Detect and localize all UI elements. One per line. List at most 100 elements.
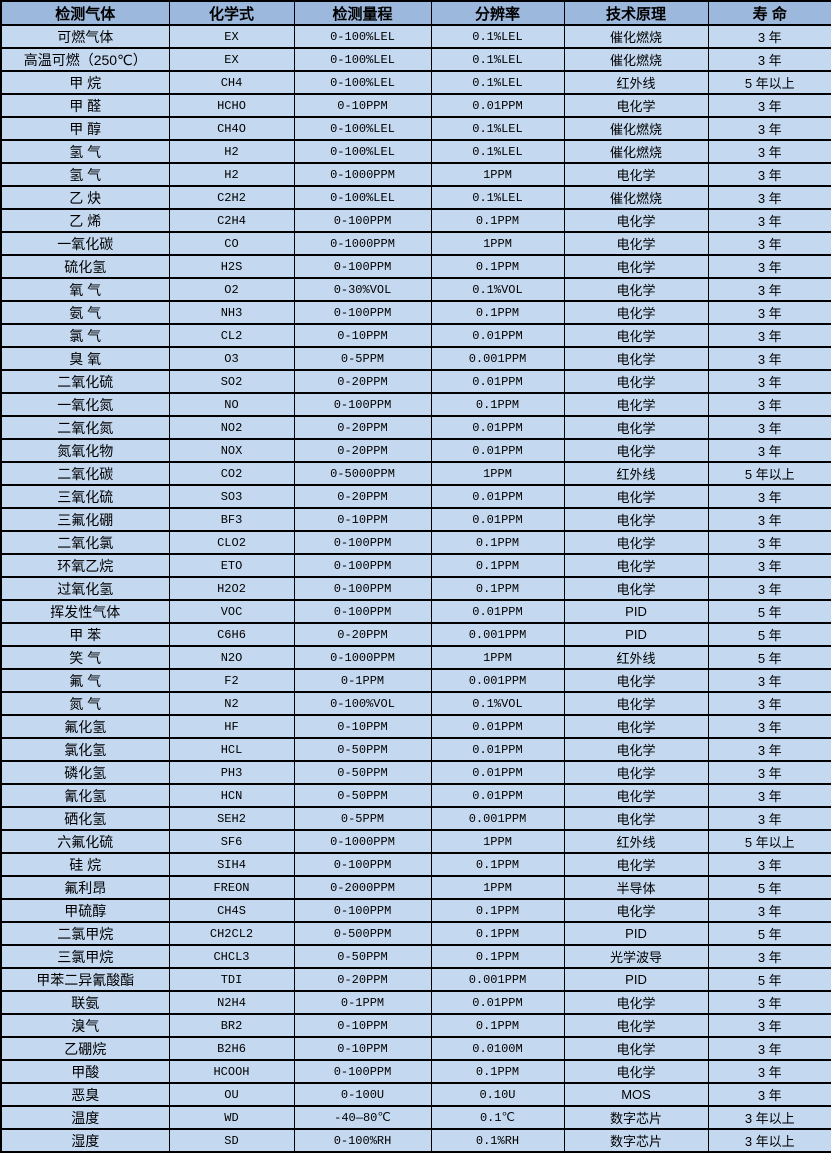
cell-range: 0-10PPM: [293, 714, 432, 739]
cell-resolution: 0.1%VOL: [430, 277, 565, 302]
cell-resolution: 0.1PPM: [430, 1059, 565, 1084]
cell-resolution: 0.1℃: [430, 1105, 565, 1130]
cell-formula: HCL: [168, 737, 295, 762]
cell-gas: 甲 烷: [0, 70, 170, 95]
column-header-resolution: 分辨率: [430, 0, 565, 26]
cell-range: 0-50PPM: [293, 783, 432, 808]
cell-lifespan: 5 年: [707, 921, 831, 946]
cell-principle: 电化学: [563, 668, 709, 693]
cell-range: 0-20PPM: [293, 369, 432, 394]
cell-principle: 电化学: [563, 852, 709, 877]
table-row: 甲酸 HCOOH 0-100PPM 0.1PPM 电化学 3 年: [0, 1059, 831, 1084]
cell-range: 0-100%LEL: [293, 116, 432, 141]
cell-resolution: 0.001PPM: [430, 967, 565, 992]
cell-range: 0-100PPM: [293, 898, 432, 923]
cell-principle: 电化学: [563, 783, 709, 808]
cell-resolution: 0.1%VOL: [430, 691, 565, 716]
cell-principle: 电化学: [563, 231, 709, 256]
cell-gas: 一氧化氮: [0, 392, 170, 417]
table-row: 可燃气体 EX 0-100%LEL 0.1%LEL 催化燃烧 3 年: [0, 24, 831, 49]
cell-range: 0-10PPM: [293, 507, 432, 532]
cell-range: 0-100%RH: [293, 1128, 432, 1153]
cell-principle: 电化学: [563, 300, 709, 325]
cell-formula: EX: [168, 24, 295, 49]
cell-lifespan: 3 年: [707, 300, 831, 325]
table-row: 溴气 BR2 0-10PPM 0.1PPM 电化学 3 年: [0, 1013, 831, 1038]
table-row: 氨 气 NH3 0-100PPM 0.1PPM 电化学 3 年: [0, 300, 831, 325]
cell-lifespan: 3 年: [707, 231, 831, 256]
cell-gas: 温度: [0, 1105, 170, 1130]
cell-principle: 电化学: [563, 93, 709, 118]
cell-gas: 二氧化碳: [0, 461, 170, 486]
cell-formula: C6H6: [168, 622, 295, 647]
cell-formula: HCOOH: [168, 1059, 295, 1084]
cell-formula: HF: [168, 714, 295, 739]
cell-principle: 数字芯片: [563, 1105, 709, 1130]
cell-lifespan: 3 年: [707, 208, 831, 233]
cell-gas: 氟利昂: [0, 875, 170, 900]
cell-principle: 催化燃烧: [563, 47, 709, 72]
cell-lifespan: 3 年: [707, 944, 831, 969]
cell-range: 0-500PPM: [293, 921, 432, 946]
cell-gas: 氧 气: [0, 277, 170, 302]
cell-lifespan: 3 年: [707, 277, 831, 302]
cell-principle: 电化学: [563, 530, 709, 555]
table-row: 氧 气 O2 0-30%VOL 0.1%VOL 电化学 3 年: [0, 277, 831, 302]
cell-formula: SD: [168, 1128, 295, 1153]
table-row: 二氧化氮 NO2 0-20PPM 0.01PPM 电化学 3 年: [0, 415, 831, 440]
cell-range: 0-10PPM: [293, 323, 432, 348]
cell-principle: MOS: [563, 1082, 709, 1107]
cell-gas: 氨 气: [0, 300, 170, 325]
cell-resolution: 1PPM: [430, 875, 565, 900]
cell-range: 0-100U: [293, 1082, 432, 1107]
cell-principle: 电化学: [563, 346, 709, 371]
table-row: 甲 烷 CH4 0-100%LEL 0.1%LEL 红外线 5 年以上: [0, 70, 831, 95]
cell-lifespan: 3 年以上: [707, 1128, 831, 1153]
cell-resolution: 0.001PPM: [430, 806, 565, 831]
table-row: 一氧化氮 NO 0-100PPM 0.1PPM 电化学 3 年: [0, 392, 831, 417]
cell-lifespan: 5 年: [707, 622, 831, 647]
table-row: 三氯甲烷 CHCL3 0-50PPM 0.1PPM 光学波导 3 年: [0, 944, 831, 969]
cell-resolution: 1PPM: [430, 461, 565, 486]
cell-principle: 电化学: [563, 484, 709, 509]
cell-principle: 电化学: [563, 1036, 709, 1061]
cell-gas: 笑 气: [0, 645, 170, 670]
cell-lifespan: 5 年以上: [707, 461, 831, 486]
cell-gas: 可燃气体: [0, 24, 170, 49]
cell-resolution: 0.1PPM: [430, 1013, 565, 1038]
cell-principle: 电化学: [563, 714, 709, 739]
cell-lifespan: 5 年: [707, 967, 831, 992]
cell-gas: 臭 氧: [0, 346, 170, 371]
table-row: 乙 炔 C2H2 0-100%LEL 0.1%LEL 催化燃烧 3 年: [0, 185, 831, 210]
cell-lifespan: 3 年: [707, 116, 831, 141]
cell-principle: 光学波导: [563, 944, 709, 969]
column-header-gas: 检测气体: [0, 0, 170, 26]
cell-resolution: 0.001PPM: [430, 346, 565, 371]
cell-principle: 电化学: [563, 576, 709, 601]
cell-lifespan: 3 年: [707, 24, 831, 49]
cell-principle: 电化学: [563, 760, 709, 785]
cell-lifespan: 3 年: [707, 346, 831, 371]
cell-range: 0-100PPM: [293, 254, 432, 279]
table-row: 氮 气 N2 0-100%VOL 0.1%VOL 电化学 3 年: [0, 691, 831, 716]
cell-formula: H2O2: [168, 576, 295, 601]
cell-gas: 甲 苯: [0, 622, 170, 647]
cell-principle: PID: [563, 622, 709, 647]
cell-lifespan: 3 年: [707, 806, 831, 831]
cell-gas: 氢 气: [0, 162, 170, 187]
cell-principle: 红外线: [563, 829, 709, 854]
cell-gas: 甲硫醇: [0, 898, 170, 923]
cell-principle: 电化学: [563, 208, 709, 233]
cell-principle: 电化学: [563, 369, 709, 394]
cell-range: 0-100PPM: [293, 1059, 432, 1084]
table-row: 环氧乙烷 ETO 0-100PPM 0.1PPM 电化学 3 年: [0, 553, 831, 578]
column-header-principle: 技术原理: [563, 0, 709, 26]
cell-gas: 溴气: [0, 1013, 170, 1038]
cell-principle: 电化学: [563, 1013, 709, 1038]
table-row: 氟利昂 FREON 0-2000PPM 1PPM 半导体 5 年: [0, 875, 831, 900]
cell-range: 0-10PPM: [293, 1036, 432, 1061]
table-row: 笑 气 N2O 0-1000PPM 1PPM 红外线 5 年: [0, 645, 831, 670]
cell-gas: 甲苯二异氰酸酯: [0, 967, 170, 992]
cell-resolution: 1PPM: [430, 162, 565, 187]
cell-range: 0-50PPM: [293, 944, 432, 969]
